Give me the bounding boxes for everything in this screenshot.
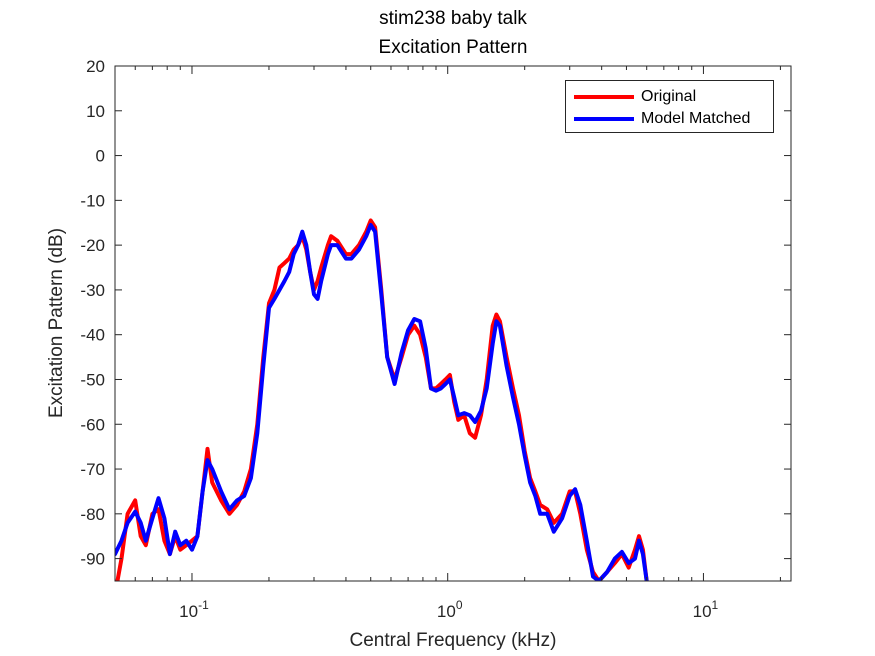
legend-label-model-matched: Model Matched: [641, 110, 751, 127]
legend: Original Model Matched: [565, 80, 774, 133]
x-tick-label: 101: [693, 598, 719, 621]
chart-subtitle: Excitation Pattern: [378, 37, 528, 58]
y-axis-label: Excitation Pattern (dB): [46, 227, 67, 419]
legend-swatch-model-matched: [574, 117, 634, 121]
y-tick-label: -60: [80, 415, 105, 434]
legend-entry-original: Original: [574, 87, 696, 107]
plot-background: [115, 66, 791, 581]
legend-entry-model-matched: Model Matched: [574, 109, 750, 129]
y-tick-label: -70: [80, 460, 105, 479]
y-tick-label: 0: [96, 147, 105, 166]
y-tick-label: 20: [86, 57, 105, 76]
y-tick-label: -80: [80, 505, 105, 524]
y-tick-label: -50: [80, 370, 105, 389]
y-tick-label: -90: [80, 550, 105, 569]
axes-box: [114, 65, 792, 582]
y-tick-label: -20: [80, 236, 105, 255]
y-tick-label: -30: [80, 281, 105, 300]
legend-label-original: Original: [641, 88, 697, 105]
legend-swatch-original: [574, 95, 634, 99]
x-tick-label: 100: [437, 598, 463, 621]
chart-title: stim238 baby talk: [379, 8, 527, 29]
x-tick-label: 10-1: [179, 598, 209, 621]
series-line-model-matched: [115, 223, 649, 581]
y-tick-label: -10: [80, 191, 105, 210]
y-tick-label: -40: [80, 326, 105, 345]
x-axis-label: Central Frequency (kHz): [349, 630, 557, 651]
y-tick-label: 10: [86, 102, 105, 121]
